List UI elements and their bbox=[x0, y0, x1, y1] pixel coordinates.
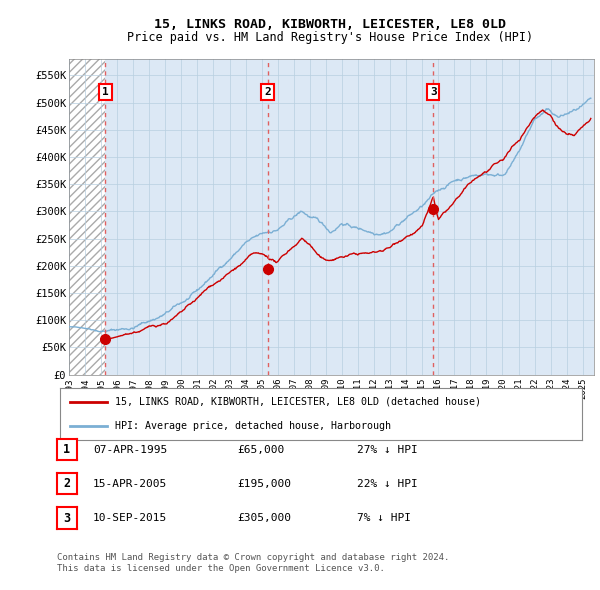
Text: £65,000: £65,000 bbox=[237, 445, 284, 454]
Text: Price paid vs. HM Land Registry's House Price Index (HPI): Price paid vs. HM Land Registry's House … bbox=[127, 31, 533, 44]
Text: 27% ↓ HPI: 27% ↓ HPI bbox=[357, 445, 418, 454]
Text: 15-APR-2005: 15-APR-2005 bbox=[93, 479, 167, 489]
Text: 15, LINKS ROAD, KIBWORTH, LEICESTER, LE8 0LD (detached house): 15, LINKS ROAD, KIBWORTH, LEICESTER, LE8… bbox=[115, 396, 481, 407]
Text: 3: 3 bbox=[64, 512, 70, 525]
Text: 10-SEP-2015: 10-SEP-2015 bbox=[93, 513, 167, 523]
Text: 2: 2 bbox=[264, 87, 271, 97]
Text: 1: 1 bbox=[102, 87, 109, 97]
Text: HPI: Average price, detached house, Harborough: HPI: Average price, detached house, Harb… bbox=[115, 421, 391, 431]
Text: 22% ↓ HPI: 22% ↓ HPI bbox=[357, 479, 418, 489]
Bar bbox=[106, 59, 594, 375]
Text: 1: 1 bbox=[64, 443, 70, 456]
Text: Contains HM Land Registry data © Crown copyright and database right 2024.
This d: Contains HM Land Registry data © Crown c… bbox=[57, 553, 449, 573]
Text: £305,000: £305,000 bbox=[237, 513, 291, 523]
Text: 7% ↓ HPI: 7% ↓ HPI bbox=[357, 513, 411, 523]
Text: 07-APR-1995: 07-APR-1995 bbox=[93, 445, 167, 454]
Text: 3: 3 bbox=[430, 87, 437, 97]
Text: 15, LINKS ROAD, KIBWORTH, LEICESTER, LE8 0LD: 15, LINKS ROAD, KIBWORTH, LEICESTER, LE8… bbox=[154, 18, 506, 31]
Text: 2: 2 bbox=[64, 477, 70, 490]
Bar bbox=[69, 59, 106, 375]
Text: £195,000: £195,000 bbox=[237, 479, 291, 489]
